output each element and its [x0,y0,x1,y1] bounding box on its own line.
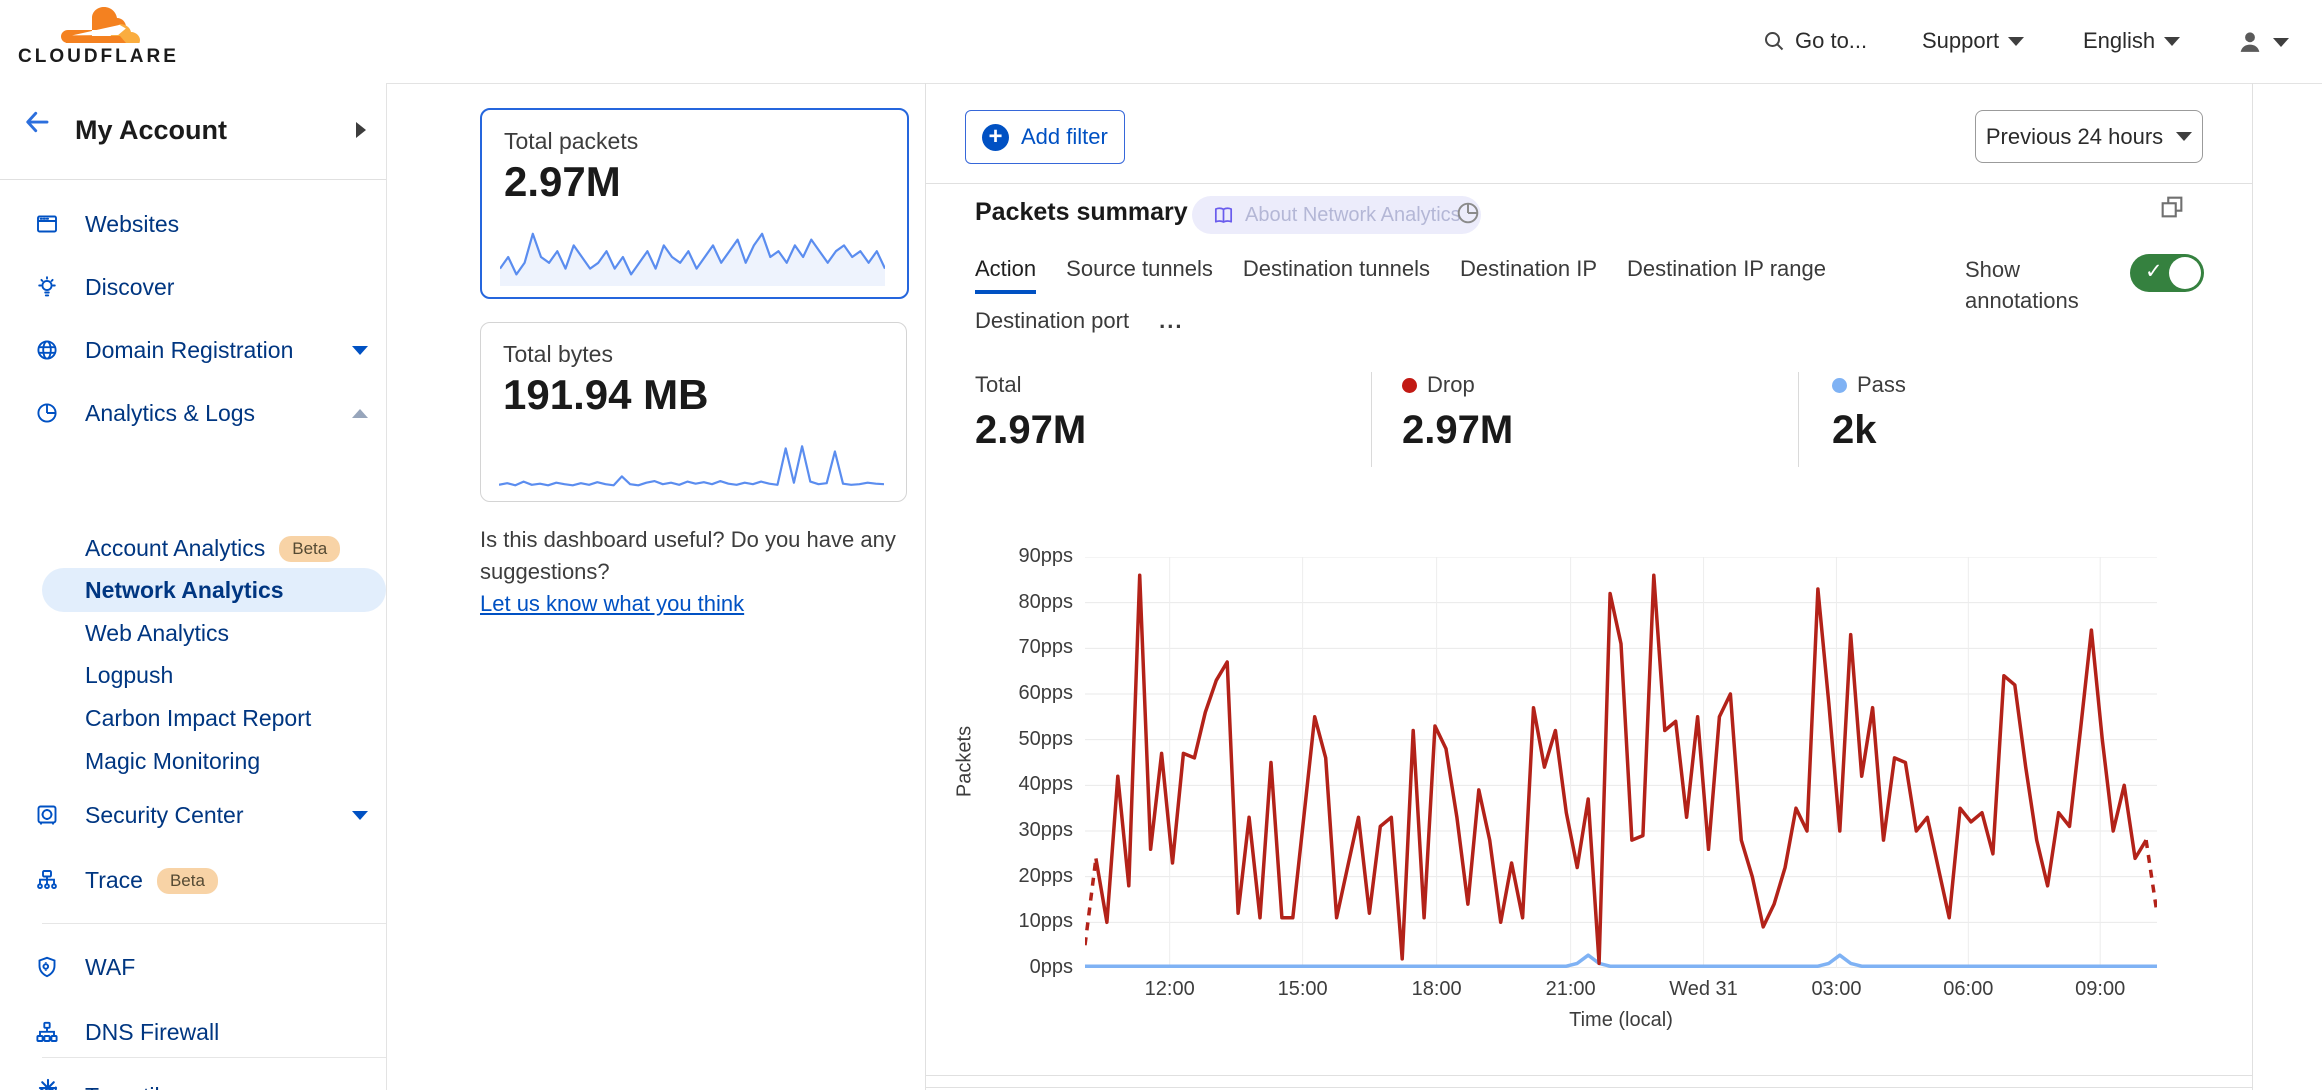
drop-dot [1402,377,1417,393]
stat-total: Total 2.97M [975,372,1087,452]
show-annotations-label: Show annotations [1965,257,2079,313]
feedback-link[interactable]: Let us know what you think [480,591,745,616]
account-title[interactable]: My Account [75,115,228,145]
stat-pass: Pass 2k [1832,372,1906,452]
tab-destination-tunnels[interactable]: Destination tunnels [1242,256,1431,281]
chevron-up-icon [352,409,368,418]
bytes-sparkline [499,445,884,487]
chevron-down-icon [2008,36,2025,46]
tab-action[interactable]: Action [975,256,1037,294]
cloudflare-logo-icon[interactable] [58,6,148,46]
beta-badge: Beta [279,535,341,562]
user-icon [2236,28,2264,56]
feedback-block: Is this dashboard useful? Do you have an… [480,524,920,620]
lightbulb-icon [35,275,59,299]
top-header: CLOUDFLARE Go to... Support English [0,0,2322,84]
toggle-knob [2169,257,2201,289]
shield-gear-icon [35,955,59,979]
account-menu[interactable] [2236,28,2289,56]
panel-right-border [2252,83,2253,1090]
sidebar-item-web-analytics[interactable]: Web Analytics [85,619,230,646]
stat-divider [1798,372,1799,467]
sidebar-item-websites[interactable]: Websites [0,202,386,246]
sidebar-item-magic-monitoring[interactable]: Magic Monitoring [85,747,261,774]
sidebar-item-account-analytics[interactable]: Account Analytics Beta [0,526,386,570]
tab-destination-ip[interactable]: Destination IP [1460,256,1598,281]
pie-chart-icon [35,401,59,425]
feedback-question: Is this dashboard useful? Do you have an… [480,527,896,584]
sidebar-item-waf[interactable]: WAF [0,945,386,989]
add-filter-button[interactable]: + Add filter [965,110,1125,164]
chevron-down-icon [352,346,368,355]
search-icon [1762,29,1786,53]
sidebar-item-network-analytics[interactable]: Network Analytics [42,568,386,612]
plus-icon: + [982,123,1009,151]
divider [0,179,386,180]
chevron-right-icon[interactable] [356,122,366,138]
y-axis-title: Packets [953,725,976,798]
total-packets-card[interactable]: Total packets 2.97M [480,108,909,299]
summary-tabs-row-1: Action Source tunnels Destination tunnel… [975,256,1826,294]
beta-badge: Beta [156,867,218,894]
vault-icon [35,803,59,827]
brand-wordmark: CLOUDFLARE [18,46,179,67]
sidebar-item-dns-firewall[interactable]: DNS Firewall [0,1010,386,1054]
card-title: Total packets [504,128,639,154]
packets-sparkline [500,232,885,286]
card-title: Total bytes [503,341,613,367]
time-range-dropdown[interactable]: Previous 24 hours [1975,110,2203,163]
total-bytes-card[interactable]: Total bytes 191.94 MB [480,322,907,502]
card-top-border [926,183,2252,184]
sidebar-item-carbon-impact-report[interactable]: Carbon Impact Report [85,704,312,731]
chevron-down-icon [352,811,368,820]
sidebar-item-domain-registration[interactable]: Domain Registration [0,328,386,372]
browser-icon [35,212,59,236]
chart-plot-area [1085,557,2157,968]
divider [42,923,386,924]
data-freshness-pie-icon[interactable] [1455,200,1481,226]
next-card-top-border [926,1087,2252,1088]
pass-dot [1832,377,1847,393]
tabs-overflow-button[interactable]: ... [1159,308,1184,333]
panel-left-border [925,83,926,1090]
chevron-down-icon [2273,37,2289,47]
expand-panel-icon[interactable] [2158,193,2186,221]
packets-chart[interactable]: 90pps 80pps 70pps 60pps 50pps 40pps 30pps 20pps… [954,545,2157,1031]
stat-drop: Drop 2.97M [1402,372,1514,452]
x-axis-title: Time (local) [1569,1009,1673,1031]
language-menu[interactable]: English [2083,28,2181,54]
sidebar: My Account Websites Discover [0,83,387,1090]
panel-title: Packets summary [975,198,1188,226]
back-button[interactable] [22,107,52,137]
summary-tabs-row-2: Destination port ... [975,308,1183,334]
tab-destination-ip-range[interactable]: Destination IP range [1627,256,1826,281]
goto-search[interactable]: Go to... [1762,28,1867,54]
network-tree-icon [35,1020,59,1044]
globe-icon [35,338,59,362]
sidebar-item-analytics-logs[interactable]: Analytics & Logs [0,391,386,435]
starburst-icon[interactable] [35,1075,61,1090]
about-network-analytics-badge[interactable]: About Network Analytics [1192,196,1481,234]
stat-divider [1371,372,1372,467]
book-icon [1212,204,1235,227]
goto-label: Go to... [1795,28,1868,53]
card-bottom-border [926,1075,2252,1076]
card-value: 191.94 MB [503,371,709,418]
support-menu[interactable]: Support [1922,28,2025,54]
show-annotations-toggle[interactable]: ✓ [2130,254,2204,292]
check-icon: ✓ [2145,260,2163,283]
tab-source-tunnels[interactable]: Source tunnels [1066,256,1213,281]
sidebar-item-discover[interactable]: Discover [0,265,386,309]
sidebar-item-logpush[interactable]: Logpush [85,661,174,688]
trace-icon [35,868,59,892]
divider [42,1057,386,1058]
sidebar-item-security-center[interactable]: Security Center [0,793,386,837]
sidebar-item-trace[interactable]: Trace Beta [0,858,386,902]
card-value: 2.97M [504,158,621,205]
tab-destination-port[interactable]: Destination port [975,308,1130,333]
chevron-down-icon [2164,36,2181,46]
chevron-down-icon [2176,132,2193,141]
